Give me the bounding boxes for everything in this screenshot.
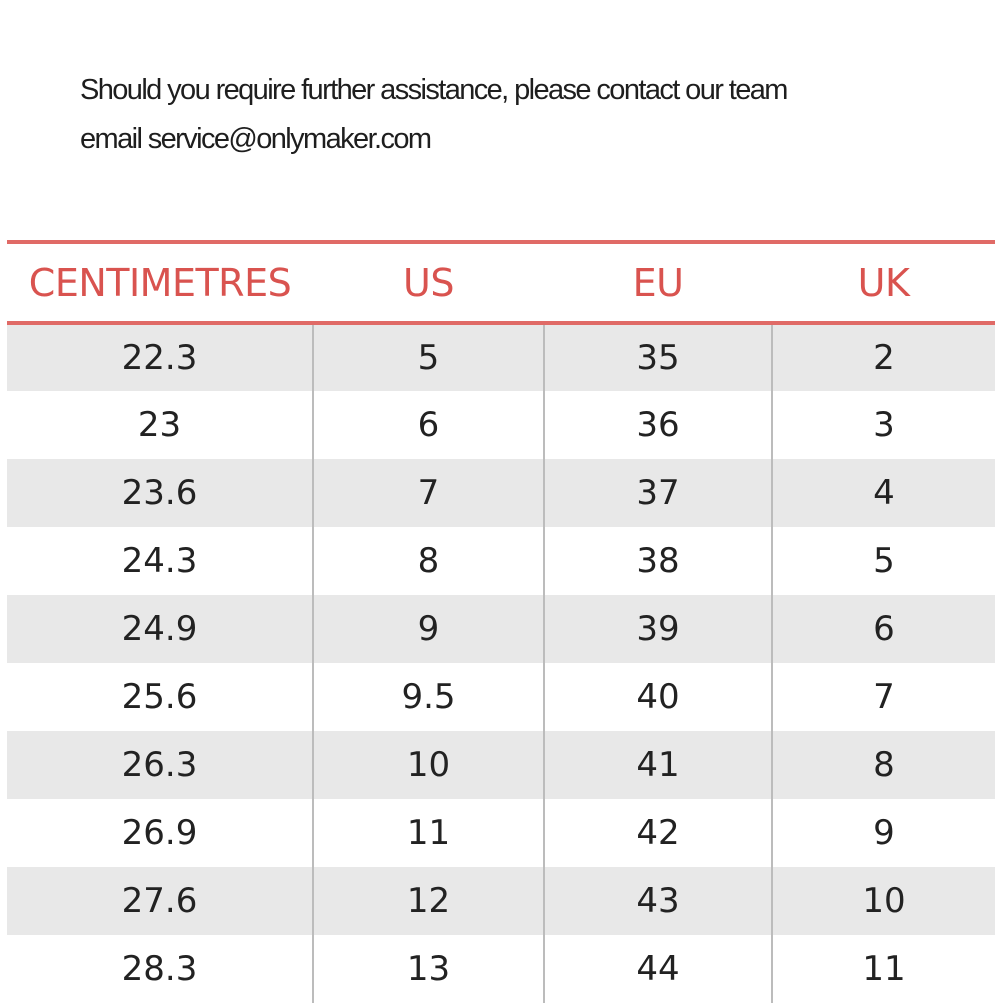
cell-eu: 36 <box>543 391 772 459</box>
cell-uk: 10 <box>771 867 995 935</box>
cell-uk: 9 <box>771 799 995 867</box>
table-row: 25.6 9.5 40 7 <box>7 663 995 731</box>
cell-eu: 43 <box>543 867 772 935</box>
table-row: 27.6 12 43 10 <box>7 867 995 935</box>
cell-us: 11 <box>312 799 544 867</box>
cell-centimetres: 26.9 <box>7 799 313 867</box>
cell-uk: 4 <box>771 459 995 527</box>
table-row: 23 6 36 3 <box>7 391 995 459</box>
cell-uk: 5 <box>771 527 995 595</box>
cell-us: 6 <box>312 391 544 459</box>
cell-uk: 11 <box>771 935 995 1003</box>
cell-us: 8 <box>312 527 544 595</box>
table-header-row: CENTIMETRES US EU UK <box>7 240 995 325</box>
cell-centimetres: 26.3 <box>7 731 313 799</box>
cell-us: 13 <box>312 935 544 1003</box>
assistance-notice: Should you require further assistance, p… <box>80 66 980 164</box>
header-us: US <box>313 240 544 325</box>
cell-eu: 37 <box>543 459 772 527</box>
cell-uk: 8 <box>771 731 995 799</box>
cell-us: 9 <box>312 595 544 663</box>
contact-email: email service@onlymaker.com <box>80 123 432 155</box>
table-row: 26.3 10 41 8 <box>7 731 995 799</box>
size-conversion-table: CENTIMETRES US EU UK 22.3 5 35 2 23 6 36… <box>7 240 995 1003</box>
cell-eu: 41 <box>543 731 772 799</box>
cell-centimetres: 24.9 <box>7 595 313 663</box>
cell-eu: 44 <box>543 935 772 1003</box>
cell-us: 7 <box>312 459 544 527</box>
cell-centimetres: 28.3 <box>7 935 313 1003</box>
cell-uk: 2 <box>771 323 995 391</box>
cell-eu: 38 <box>543 527 772 595</box>
cell-us: 9.5 <box>312 663 544 731</box>
cell-eu: 35 <box>543 323 772 391</box>
cell-eu: 40 <box>543 663 772 731</box>
table-row: 22.3 5 35 2 <box>7 323 995 391</box>
cell-centimetres: 22.3 <box>7 323 313 391</box>
cell-centimetres: 27.6 <box>7 867 313 935</box>
header-eu: EU <box>544 240 772 325</box>
cell-uk: 7 <box>771 663 995 731</box>
assistance-text: Should you require further assistance, p… <box>80 74 788 106</box>
cell-centimetres: 23 <box>7 391 313 459</box>
table-row: 24.3 8 38 5 <box>7 527 995 595</box>
table-row: 23.6 7 37 4 <box>7 459 995 527</box>
table-row: 24.9 9 39 6 <box>7 595 995 663</box>
cell-us: 10 <box>312 731 544 799</box>
cell-centimetres: 24.3 <box>7 527 313 595</box>
table-row: 28.3 13 44 11 <box>7 935 995 1003</box>
cell-uk: 6 <box>771 595 995 663</box>
cell-centimetres: 25.6 <box>7 663 313 731</box>
table-row: 26.9 11 42 9 <box>7 799 995 867</box>
cell-eu: 42 <box>543 799 772 867</box>
cell-uk: 3 <box>771 391 995 459</box>
cell-us: 12 <box>312 867 544 935</box>
header-uk: UK <box>772 240 995 325</box>
cell-us: 5 <box>312 323 544 391</box>
header-centimetres: CENTIMETRES <box>7 240 313 325</box>
cell-centimetres: 23.6 <box>7 459 313 527</box>
cell-eu: 39 <box>543 595 772 663</box>
